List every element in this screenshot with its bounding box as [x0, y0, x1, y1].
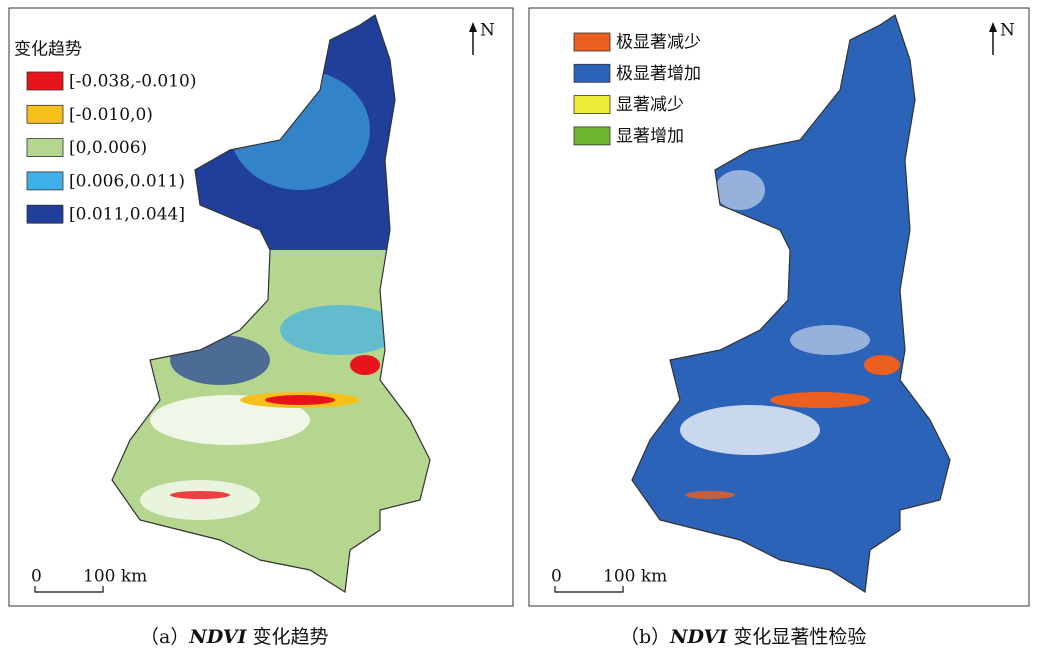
- north-arrow-head: [469, 22, 477, 32]
- legend-swatch: [26, 138, 64, 158]
- scale-bar: [34, 586, 104, 593]
- legend-swatch: [573, 32, 611, 52]
- legend-swatch: [573, 126, 611, 146]
- caption: （a）NDVI 变化趋势: [140, 626, 328, 648]
- frame: [528, 7, 1030, 607]
- caption: （b）NDVI 变化显著性检验: [620, 626, 866, 648]
- legend-label: 显著增加: [616, 126, 684, 146]
- north-label: N: [480, 21, 495, 41]
- legend-label: [0.006,0.011): [69, 171, 185, 191]
- legend-swatch: [26, 204, 64, 224]
- legend-label: [-0.010,0): [69, 105, 153, 125]
- map: [632, 15, 950, 592]
- legend-label: 显著减少: [616, 95, 684, 115]
- legend-label: [0,0.006): [69, 138, 147, 158]
- scale-end: 100 km: [603, 567, 667, 587]
- legend-label: [-0.038,-0.010): [69, 72, 197, 92]
- legend-label: 极显著增加: [616, 64, 701, 84]
- scale-bar: [554, 586, 624, 593]
- scale-start: 0: [31, 567, 42, 587]
- legend-swatch: [573, 63, 611, 83]
- scale-start: 0: [551, 567, 562, 587]
- legend-label: [0.011,0.044]: [69, 205, 185, 225]
- frame: [8, 7, 514, 607]
- legend-swatch: [26, 71, 64, 91]
- legend-swatch: [26, 171, 64, 191]
- legend-swatch: [26, 104, 64, 124]
- north-label: N: [1000, 21, 1015, 41]
- legend-label: 极显著减少: [616, 33, 701, 53]
- north-arrow-head: [989, 22, 997, 32]
- scale-end: 100 km: [83, 567, 147, 587]
- legend-swatch: [573, 95, 611, 114]
- legend-title: 变化趋势: [14, 40, 82, 60]
